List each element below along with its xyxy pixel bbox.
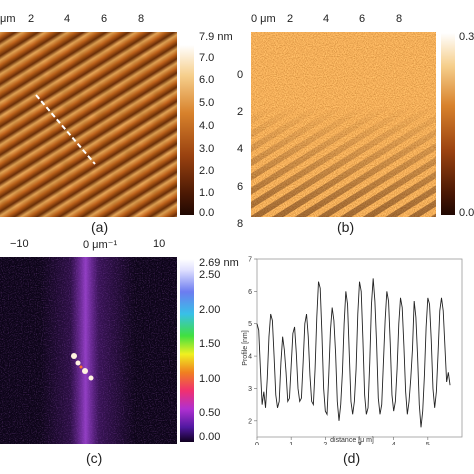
panel-b-colorbar-min: 0.0: [459, 207, 474, 219]
panel-b-x-tick: 4: [323, 13, 330, 25]
panel-c: −10 0 μm⁻¹ 10 2.69 nm: [0, 237, 239, 474]
panel-c-x-tick: 0 μm⁻¹: [83, 239, 118, 251]
panel-a-colorbar-tick: 5.0: [199, 97, 215, 109]
panel-b-colorbar: [441, 33, 455, 215]
x-tick-label: 2: [323, 442, 327, 445]
panel-a-colorbar-tick: 4.0: [199, 120, 215, 132]
afm-topography-image: [0, 32, 177, 217]
panel-a-colorbar: [180, 45, 194, 215]
panel-a-colorbar-tick: 2.0: [199, 165, 215, 177]
panel-c-colorbar: [180, 259, 194, 442]
profile-series-line: [256, 278, 451, 428]
panel-b-y-tick: 4: [237, 143, 244, 155]
panel-c-colorbar-max: 2.69 nm: [199, 257, 239, 269]
panel-b-x-tick: 6: [359, 13, 366, 25]
y-tick-label: 7: [248, 257, 252, 264]
x-tick-label: 1: [289, 442, 293, 445]
x-tick-label: 0: [255, 442, 259, 445]
panel-b-y-tick: 6: [237, 181, 244, 193]
panel-b-colorbar-max: 0.3: [459, 31, 474, 43]
y-axis-label: Profile [nm]: [242, 330, 249, 365]
panel-a-caption: (a): [91, 219, 109, 235]
x-axis-label: distance [μ m]: [330, 437, 374, 444]
panel-b-y-tick: 2: [237, 106, 244, 118]
panel-c-x-tick: 10: [153, 238, 166, 250]
fft-peaks: [71, 353, 94, 381]
panel-a-x-tick: 8: [138, 13, 145, 25]
panel-c-colorbar-tick: 0.00: [199, 431, 221, 443]
panel-c-caption: (c): [86, 450, 103, 466]
x-tick-label: 3: [358, 442, 362, 445]
x-tick-label: 4: [392, 442, 396, 445]
y-tick-label: 4: [248, 354, 252, 361]
x-tick-label: 5: [426, 442, 430, 445]
panel-d-caption: (d): [343, 450, 361, 466]
y-tick-label: 5: [248, 321, 252, 328]
y-tick-label: 3: [248, 386, 252, 393]
panel-b-x-unit: 0 μm: [251, 13, 276, 25]
panel-b-y-tick: 0: [237, 69, 244, 81]
panel-c-colorbar-tick: 2.50: [199, 269, 221, 281]
panel-b-y-tick: 8: [237, 218, 244, 230]
panel-a: μm 2 4 6 8 7.9 nm 7.0 6.0 5.0 4.0: [0, 0, 237, 237]
afm-phase-image: [251, 32, 436, 217]
panel-a-colorbar-tick: 1.0: [199, 187, 215, 199]
panel-a-x-tick: 6: [101, 13, 108, 25]
panel-a-colorbar-tick: 6.0: [199, 74, 215, 86]
panel-c-colorbar-tick: 1.50: [199, 338, 221, 350]
y-tick-label: 6: [248, 289, 252, 296]
panel-c-colorbar-tick: 2.00: [199, 304, 221, 316]
fft-spectrum-image: [0, 257, 177, 444]
panel-b: 0 μm 2 4 6 8 0 2 4 6 8 0.3 0.0 (b): [237, 0, 474, 237]
panel-b-x-tick: 8: [396, 13, 403, 25]
panel-a-x-tick: 2: [28, 13, 35, 25]
panel-a-colorbar-tick: 7.0: [199, 52, 215, 64]
y-tick-label: 2: [248, 418, 252, 425]
panel-b-x-tick: 2: [287, 13, 294, 25]
panel-a-colorbar-tick: 3.0: [199, 143, 215, 155]
panel-a-x-tick: 4: [64, 13, 71, 25]
panel-a-colorbar-max: 7.9 nm: [199, 31, 233, 43]
profile-line: [35, 94, 96, 165]
panel-d: Profile [nm] distance [μ m] 2 3 4 5 6 7 0 1 2 3 4…: [237, 237, 474, 474]
panel-c-colorbar-tick: 0.50: [199, 407, 221, 419]
panel-a-colorbar-tick: 0.0: [199, 207, 215, 219]
panel-c-colorbar-tick: 1.00: [199, 373, 221, 385]
panel-a-x-unit: μm: [0, 13, 16, 25]
panel-b-caption: (b): [337, 219, 355, 235]
panel-c-x-tick: −10: [10, 238, 29, 250]
profile-line-chart: Profile [nm] distance [μ m] 2 3 4 5 6 7 0 1 2 3 4…: [242, 257, 463, 445]
